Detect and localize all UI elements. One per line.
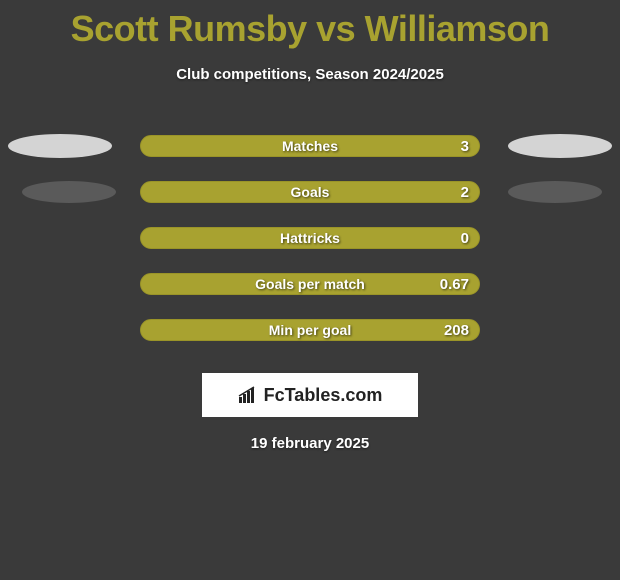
stats-container: Matches 3 Goals 2 Hattricks 0 Goals per … bbox=[0, 123, 620, 353]
stat-bar: Goals per match 0.67 bbox=[140, 273, 480, 295]
stat-row-goals: Goals 2 bbox=[0, 169, 620, 215]
stat-value: 0.67 bbox=[440, 276, 469, 293]
stat-bar: Matches 3 bbox=[140, 135, 480, 157]
stat-label: Goals bbox=[291, 184, 330, 200]
stat-bar: Min per goal 208 bbox=[140, 319, 480, 341]
stat-value: 2 bbox=[461, 184, 469, 201]
ellipse-right-goals bbox=[508, 181, 602, 203]
ellipse-right-matches bbox=[508, 134, 612, 158]
stat-row-gpm: Goals per match 0.67 bbox=[0, 261, 620, 307]
barchart-icon bbox=[238, 386, 260, 404]
stat-row-matches: Matches 3 bbox=[0, 123, 620, 169]
stat-row-mpg: Min per goal 208 bbox=[0, 307, 620, 353]
page-title: Scott Rumsby vs Williamson bbox=[0, 0, 620, 50]
stat-label: Matches bbox=[282, 138, 338, 154]
stat-label: Goals per match bbox=[255, 276, 365, 292]
date-text: 19 february 2025 bbox=[0, 435, 620, 452]
stat-value: 3 bbox=[461, 138, 469, 155]
subtitle: Club competitions, Season 2024/2025 bbox=[0, 66, 620, 83]
logo-text: FcTables.com bbox=[238, 385, 383, 406]
stat-label: Min per goal bbox=[269, 322, 351, 338]
logo-label: FcTables.com bbox=[264, 385, 383, 406]
stat-label: Hattricks bbox=[280, 230, 340, 246]
ellipse-left-goals bbox=[22, 181, 116, 203]
stat-row-hattricks: Hattricks 0 bbox=[0, 215, 620, 261]
stat-value: 0 bbox=[461, 230, 469, 247]
logo-box: FcTables.com bbox=[202, 373, 418, 417]
ellipse-left-matches bbox=[8, 134, 112, 158]
stat-bar: Goals 2 bbox=[140, 181, 480, 203]
stat-value: 208 bbox=[444, 322, 469, 339]
stat-bar: Hattricks 0 bbox=[140, 227, 480, 249]
